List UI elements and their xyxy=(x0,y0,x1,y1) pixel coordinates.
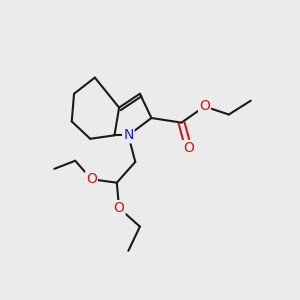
Text: O: O xyxy=(114,201,124,215)
Text: O: O xyxy=(199,100,210,113)
Text: O: O xyxy=(86,172,97,186)
Text: O: O xyxy=(183,141,194,155)
Text: N: N xyxy=(123,128,134,142)
